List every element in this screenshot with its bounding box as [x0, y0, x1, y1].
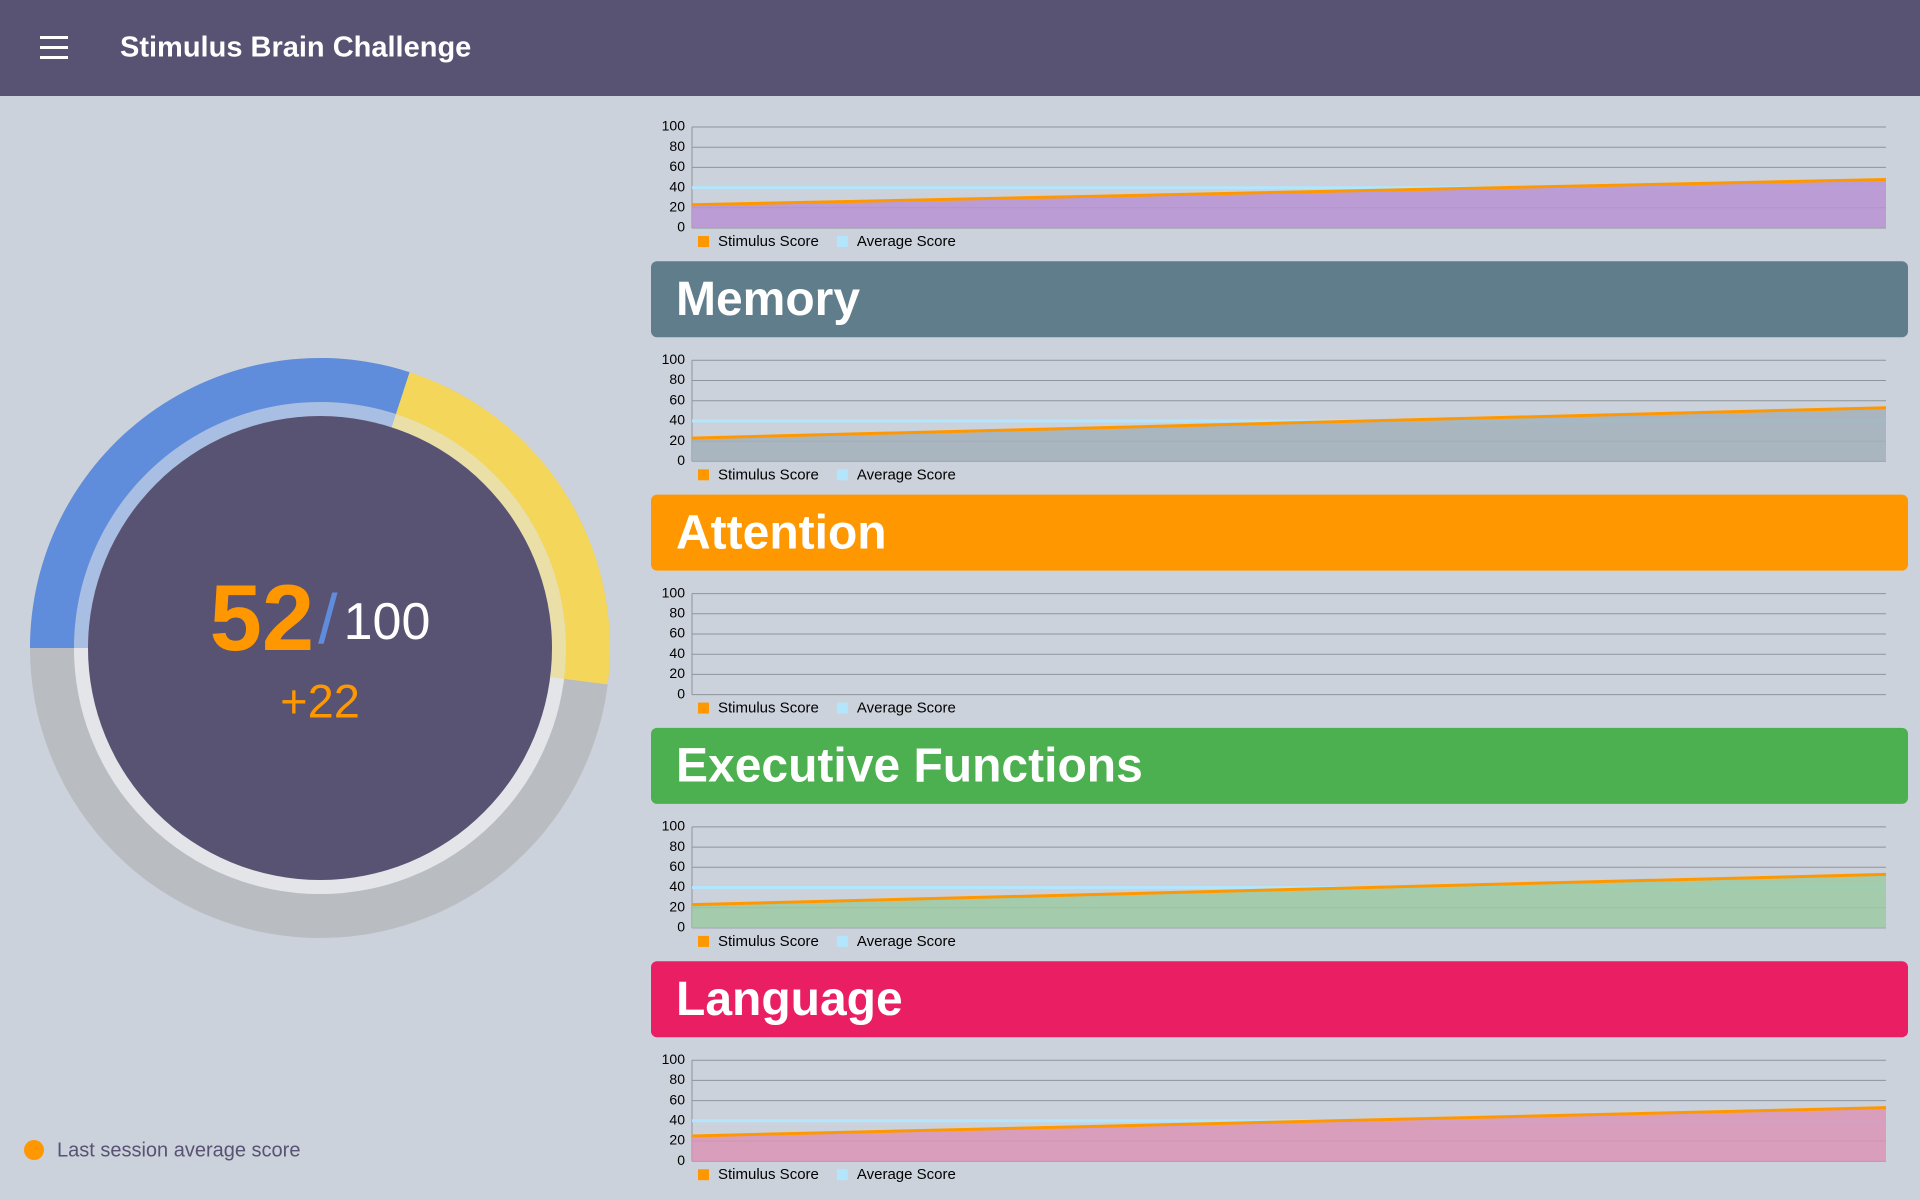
line [691, 178, 1887, 207]
y-tick-label: 0 [677, 219, 685, 235]
section-header [651, 261, 1908, 338]
section-title: Executive Functions [676, 740, 1143, 793]
gauge-score-line: 52/100 [210, 565, 431, 670]
app-title: Stimulus Brain Challenge [120, 32, 471, 64]
gauge-delta-inner [391, 414, 566, 679]
gauge-previous-arc [30, 357, 410, 648]
legend-swatch [698, 935, 709, 947]
section-header [651, 727, 1908, 804]
y-tick-label: 60 [669, 858, 685, 874]
section-header [651, 494, 1908, 571]
y-tick-label: 0 [677, 685, 685, 701]
y-tick-label: 40 [669, 645, 685, 661]
section-title: Attention [676, 506, 887, 559]
legend-label: Stimulus Score [718, 233, 819, 250]
menu-line [40, 36, 68, 39]
y-tick-label: 100 [662, 584, 686, 600]
legend-label: Average Score [857, 466, 956, 483]
y-tick-label: 100 [662, 118, 686, 134]
y-tick-label: 20 [669, 1132, 685, 1148]
y-tick-label: 40 [669, 178, 685, 194]
legend-label: Stimulus Score [718, 700, 819, 717]
legend-swatch [698, 469, 709, 481]
app-bar [0, 0, 1920, 96]
legend-label: Stimulus Score [718, 933, 819, 950]
menu-line [40, 56, 68, 59]
legend-dot [24, 1140, 44, 1160]
legend-label: Average Score [857, 1166, 956, 1183]
section-title: Language [676, 973, 903, 1026]
legend-swatch [836, 1169, 848, 1181]
legend-label: Average Score [857, 933, 956, 950]
y-tick-label: 80 [669, 605, 685, 621]
section-title: Memory [676, 273, 860, 326]
y-tick-label: 0 [677, 919, 685, 935]
legend-swatch [698, 236, 709, 247]
legend-label: Average Score [857, 233, 956, 250]
gauge-max: 100 [344, 593, 431, 651]
y-tick-label: 0 [677, 1152, 685, 1168]
y-tick-label: 80 [669, 371, 685, 387]
y-tick-label: 80 [669, 838, 685, 854]
legend-text: Last session average score [57, 1139, 300, 1161]
y-tick-label: 100 [662, 1051, 686, 1067]
gauge-inner-track [74, 402, 566, 894]
gauge-center [88, 416, 552, 880]
y-tick-label: 20 [669, 199, 685, 215]
area [692, 1107, 1886, 1162]
gauge-delta: +22 [280, 674, 360, 727]
menu-button[interactable] [40, 36, 68, 59]
y-tick-label: 80 [669, 138, 685, 154]
y-tick-label: 20 [669, 898, 685, 914]
gauge-score: 52 [210, 565, 315, 670]
legend-swatch [836, 236, 848, 247]
legend-swatch [698, 1169, 709, 1181]
y-tick-label: 60 [669, 625, 685, 641]
area [692, 407, 1886, 462]
gauge-separator: / [318, 580, 338, 658]
section-header [651, 961, 1908, 1038]
y-tick-label: 60 [669, 391, 685, 407]
legend-label: Average Score [857, 700, 956, 717]
y-tick-label: 40 [669, 412, 685, 428]
y-tick-label: 100 [662, 818, 686, 834]
y-tick-label: 40 [669, 1112, 685, 1128]
legend-swatch [836, 702, 848, 714]
y-tick-label: 80 [669, 1071, 685, 1087]
legend-swatch [836, 935, 848, 947]
legend-swatch [836, 469, 848, 481]
area [692, 874, 1886, 928]
y-tick-label: 0 [677, 452, 685, 468]
y-tick-label: 60 [669, 1091, 685, 1107]
legend-label: Stimulus Score [718, 1166, 819, 1183]
y-tick-label: 60 [669, 158, 685, 174]
gauge-delta-arc [396, 372, 610, 685]
line [691, 406, 1887, 440]
menu-line [40, 46, 68, 49]
y-tick-label: 100 [662, 351, 686, 367]
line [691, 1106, 1887, 1138]
line [691, 872, 1887, 907]
legend-swatch [698, 702, 709, 714]
legend-label: Stimulus Score [718, 466, 819, 483]
area [692, 179, 1886, 228]
y-tick-label: 20 [669, 665, 685, 681]
y-tick-label: 40 [669, 878, 685, 894]
y-tick-label: 20 [669, 432, 685, 448]
